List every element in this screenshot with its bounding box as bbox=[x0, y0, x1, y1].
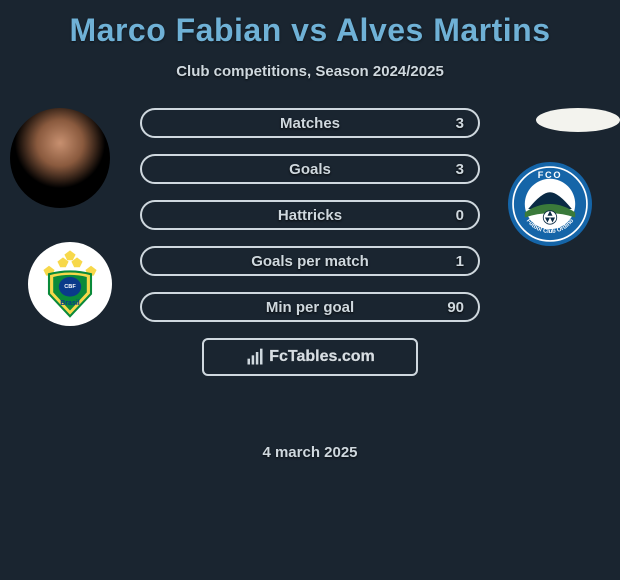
brand-text: FcTables.com bbox=[269, 348, 375, 366]
stat-row: Goals 3 bbox=[140, 154, 480, 184]
date-text: 4 march 2025 bbox=[0, 444, 620, 461]
stat-label: Goals bbox=[289, 161, 331, 178]
stat-label: Matches bbox=[280, 115, 340, 132]
stat-row: Min per goal 90 bbox=[140, 292, 480, 322]
fco-badge-icon: FCO Futbol Club Ordino bbox=[508, 162, 592, 246]
stat-label: Min per goal bbox=[266, 299, 354, 316]
stat-value: 90 bbox=[447, 299, 464, 316]
brand-badge: FcTables.com bbox=[202, 338, 418, 376]
subtitle: Club competitions, Season 2024/2025 bbox=[0, 63, 620, 80]
stat-value: 3 bbox=[456, 115, 464, 132]
player-left-photo bbox=[10, 108, 110, 208]
stat-row: Hattricks 0 bbox=[140, 200, 480, 230]
page-title: Marco Fabian vs Alves Martins bbox=[0, 0, 620, 49]
svg-text:CBF: CBF bbox=[64, 284, 76, 290]
chart-icon bbox=[245, 347, 265, 367]
comparison-panel: Brasil CBF FCO Futbol Club Ordino bbox=[0, 90, 620, 430]
stat-value: 1 bbox=[456, 253, 464, 270]
stat-label: Hattricks bbox=[278, 207, 342, 224]
player-right-club-badge: FCO Futbol Club Ordino bbox=[508, 162, 592, 246]
player-left-club-badge: Brasil CBF bbox=[28, 242, 112, 326]
stat-value: 0 bbox=[456, 207, 464, 224]
stat-row: Matches 3 bbox=[140, 108, 480, 138]
stat-label: Goals per match bbox=[251, 253, 369, 270]
player-right-photo bbox=[536, 108, 620, 132]
stat-row: Goals per match 1 bbox=[140, 246, 480, 276]
svg-text:Brasil: Brasil bbox=[60, 300, 80, 307]
svg-text:FCO: FCO bbox=[538, 170, 563, 180]
stat-rows: Matches 3 Goals 3 Hattricks 0 Goals per … bbox=[140, 108, 480, 376]
cbf-badge-icon: Brasil CBF bbox=[28, 242, 112, 326]
stat-value: 3 bbox=[456, 161, 464, 178]
